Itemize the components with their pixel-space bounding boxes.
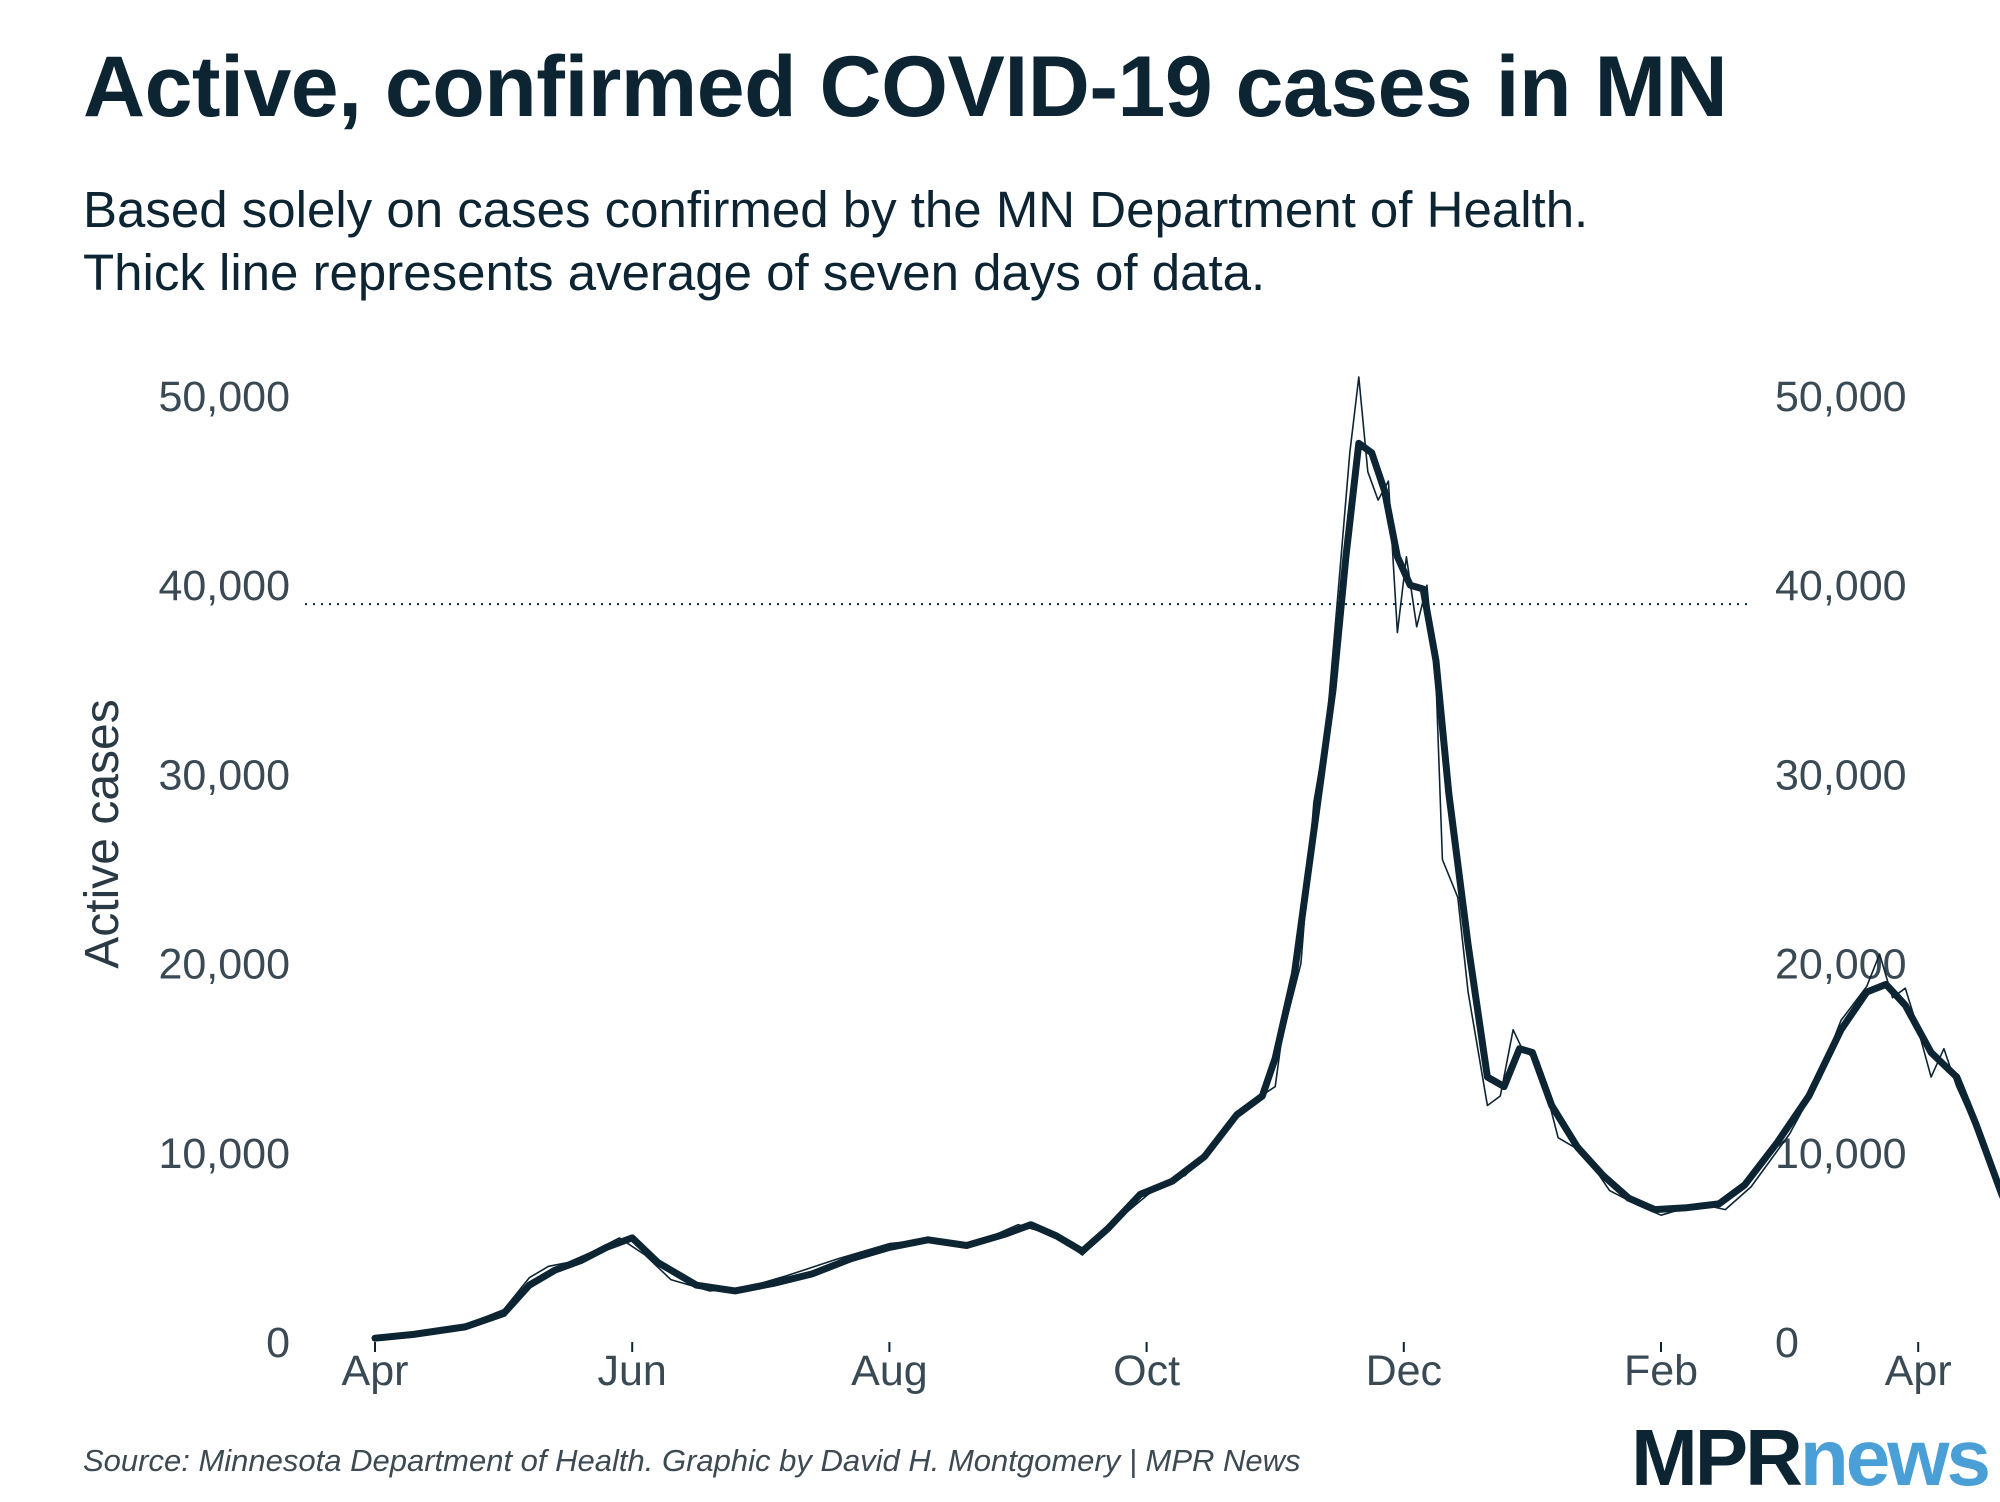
logo-mpr: MPR [1631,1413,1803,1502]
y-tick-label-right: 10,000 [1775,1130,1907,1178]
subtitle-line-2: Thick line represents average of seven d… [83,244,1266,301]
subtitle-line-1: Based solely on cases confirmed by the M… [83,181,1589,238]
series-average-line [371,439,2000,1342]
y-tick-label-right: 20,000 [1775,941,1907,989]
y-tick-label-left: 40,000 [158,562,290,610]
y-tick-label-left: 10,000 [158,1130,290,1178]
y-tick-label-right: 40,000 [1775,562,1907,610]
y-tick-label-left: 20,000 [158,941,290,989]
x-tick-label: Jun [598,1347,667,1395]
chart-subtitle: Based solely on cases confirmed by the M… [83,178,1963,304]
y-tick-label-left: 0 [266,1319,290,1367]
y-tick-label-right: 50,000 [1775,373,1907,421]
y-axis-right: 0 10,000 20,000 30,000 40,000 50,000 [1775,373,1907,1367]
x-tick-label: Dec [1366,1347,1442,1395]
x-tick-label: Apr [342,1347,409,1395]
x-tick-label: Aug [851,1347,928,1395]
y-tick-label-left: 50,000 [158,373,290,421]
x-tick-label: Oct [1113,1347,1180,1395]
x-tick-label: Feb [1624,1347,1698,1395]
y-tick-label-left: 30,000 [158,751,290,799]
series-daily-line [374,376,2000,1339]
source-note: Source: Minnesota Department of Health. … [83,1443,1301,1478]
x-axis: AprJunAugOctDecFebAprJunAugOctDec [342,1342,1952,1395]
y-tick-label-right: 30,000 [1775,751,1907,799]
y-tick-label-right: 0 [1775,1319,1799,1367]
logo-news: news [1799,1413,1991,1502]
y-axis-title: Active cases [76,699,129,968]
y-axis-left: 0 10,000 20,000 30,000 40,000 50,000 [158,373,290,1367]
x-tick-label: Apr [1885,1347,1952,1395]
chart-title: Active, confirmed COVID-19 cases in MN [83,39,1728,135]
mpr-news-logo[interactable]: MPRnews [1631,1418,1991,1498]
